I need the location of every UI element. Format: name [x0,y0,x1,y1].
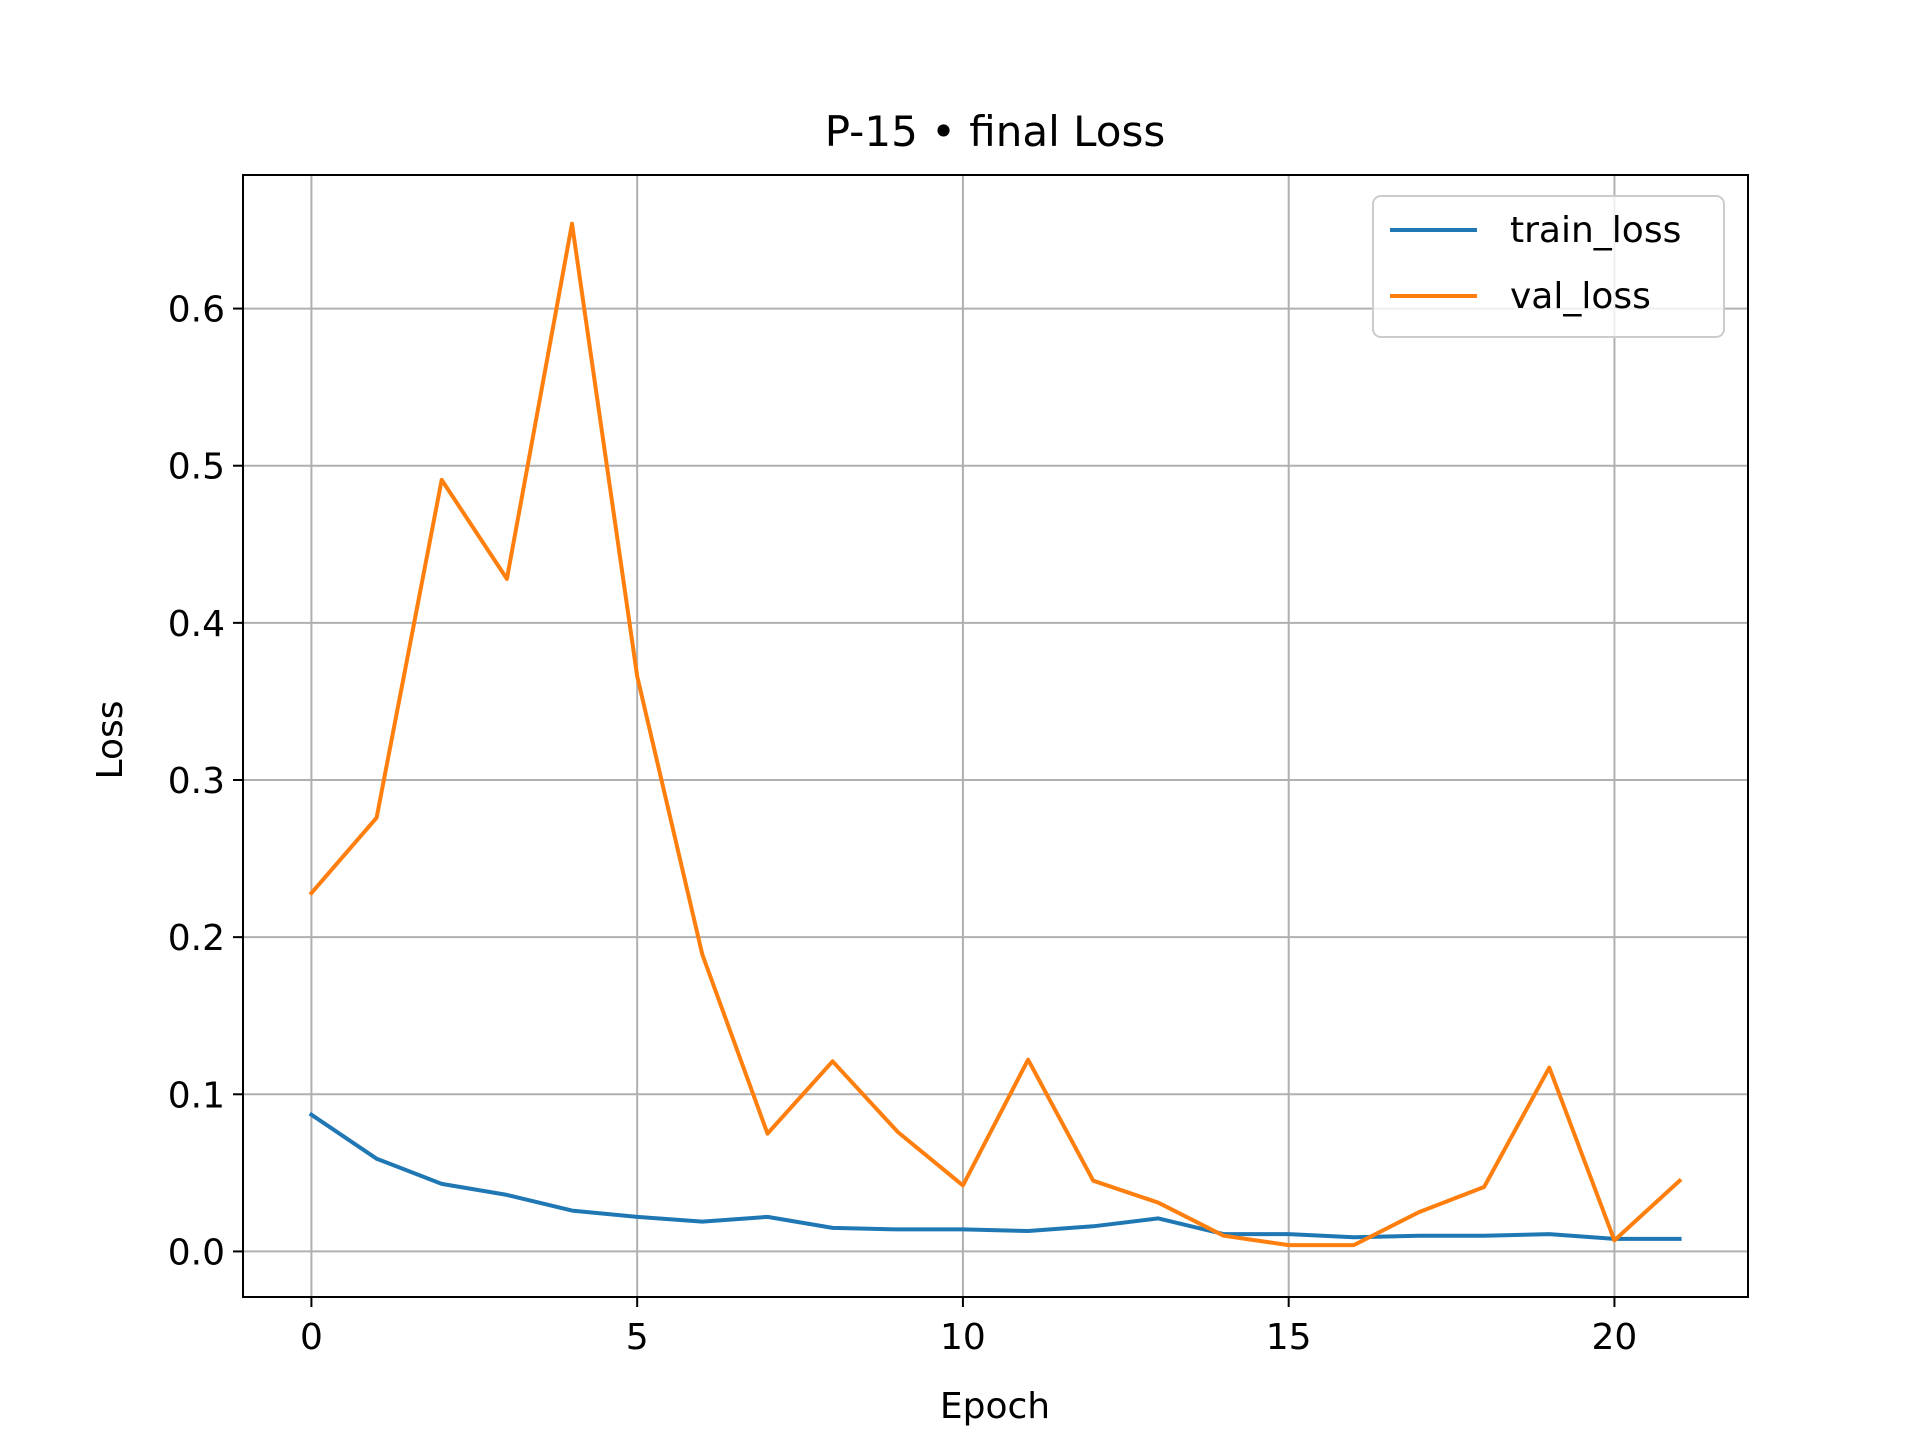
x-tick-label: 0 [300,1317,323,1358]
x-tick-label: 15 [1266,1317,1312,1358]
plot-frame [242,174,1749,1298]
x-tick-label: 20 [1592,1317,1638,1358]
y-tick-label: 0.5 [168,447,225,488]
y-tick-label: 0.1 [168,1075,225,1116]
series-line-val-loss [308,221,1683,1248]
x-tick-label: 5 [626,1317,649,1358]
legend-label-val-loss: val_loss [1510,276,1651,317]
grid-lines [243,175,1748,1297]
y-tick-label: 0.2 [168,918,225,959]
legend: train_loss val_loss [1372,195,1725,338]
y-tick-label: 0.0 [168,1232,225,1273]
y-tick-label: 0.6 [168,290,225,331]
x-axis-label: Epoch [940,1386,1050,1427]
chart-title: P-15 • final Loss [825,107,1165,156]
y-tick-label: 0.3 [168,761,225,802]
x-tick-label: 10 [940,1317,986,1358]
axis-ticks: 0 5 10 15 20 0.0 0.1 0.2 0.3 0.4 0.5 0.6 [168,290,1638,1358]
plot-area: 0 5 10 15 20 0.0 0.1 0.2 0.3 0.4 0.5 0.6 [168,174,1749,1358]
y-tick-label: 0.4 [168,604,225,645]
y-axis-label: Loss [90,701,131,780]
series-line-train-loss [308,1111,1682,1241]
series-lines [308,221,1683,1248]
legend-label-train-loss: train_loss [1510,210,1681,251]
